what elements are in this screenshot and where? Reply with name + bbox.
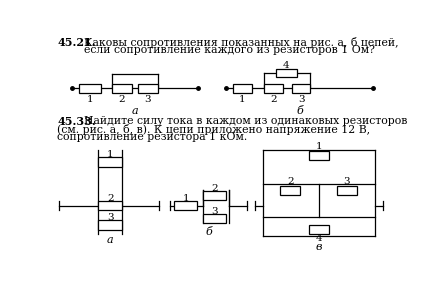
Text: 2: 2: [118, 95, 125, 104]
Bar: [138, 84, 158, 93]
Text: 2: 2: [287, 177, 293, 186]
Text: в: в: [316, 242, 322, 252]
Bar: [292, 84, 310, 93]
Text: 1: 1: [239, 95, 246, 104]
Bar: [98, 220, 122, 230]
Bar: [174, 201, 197, 211]
Text: б: б: [205, 227, 212, 237]
Text: 45.33.: 45.33.: [57, 116, 96, 127]
Text: если сопротивление каждого из резисторов 1 Ом?: если сопротивление каждого из резисторов…: [84, 45, 375, 55]
Text: 1: 1: [182, 194, 189, 203]
Text: 1: 1: [315, 142, 322, 151]
Text: 2: 2: [270, 95, 277, 104]
Text: 3: 3: [298, 95, 305, 104]
Text: 3: 3: [343, 177, 350, 186]
Bar: [203, 191, 227, 200]
Bar: [280, 186, 300, 195]
Text: 2: 2: [107, 194, 113, 203]
Text: сопротивление резистора 1 кОм.: сопротивление резистора 1 кОм.: [57, 132, 247, 142]
Text: Каковы сопротивления показанных на рис. а, б цепей,: Каковы сопротивления показанных на рис. …: [84, 37, 399, 48]
Text: а: а: [107, 236, 113, 245]
Bar: [309, 225, 329, 234]
Bar: [264, 84, 283, 93]
Text: 3: 3: [211, 208, 218, 217]
Text: а: а: [131, 106, 138, 116]
Bar: [112, 84, 132, 93]
Bar: [79, 84, 101, 93]
Text: 4: 4: [283, 61, 290, 70]
Bar: [98, 201, 122, 211]
Text: 3: 3: [107, 213, 113, 222]
Text: 4: 4: [315, 234, 322, 244]
Text: 1: 1: [107, 150, 113, 159]
Bar: [309, 151, 329, 160]
Text: 45.21.: 45.21.: [57, 37, 96, 48]
Text: 3: 3: [145, 95, 151, 104]
Text: б: б: [296, 106, 303, 116]
Text: 2: 2: [211, 184, 218, 192]
Bar: [98, 157, 122, 167]
Bar: [233, 84, 252, 93]
Bar: [203, 214, 227, 223]
Text: 1: 1: [87, 95, 94, 104]
Text: Найдите силу тока в каждом из одинаковых резисторов: Найдите силу тока в каждом из одинаковых…: [84, 116, 407, 127]
Bar: [336, 186, 356, 195]
Bar: [276, 69, 297, 77]
Text: (см. рис. а, б, в). К цепи приложено напряжение 12 В,: (см. рис. а, б, в). К цепи приложено нап…: [57, 124, 370, 135]
